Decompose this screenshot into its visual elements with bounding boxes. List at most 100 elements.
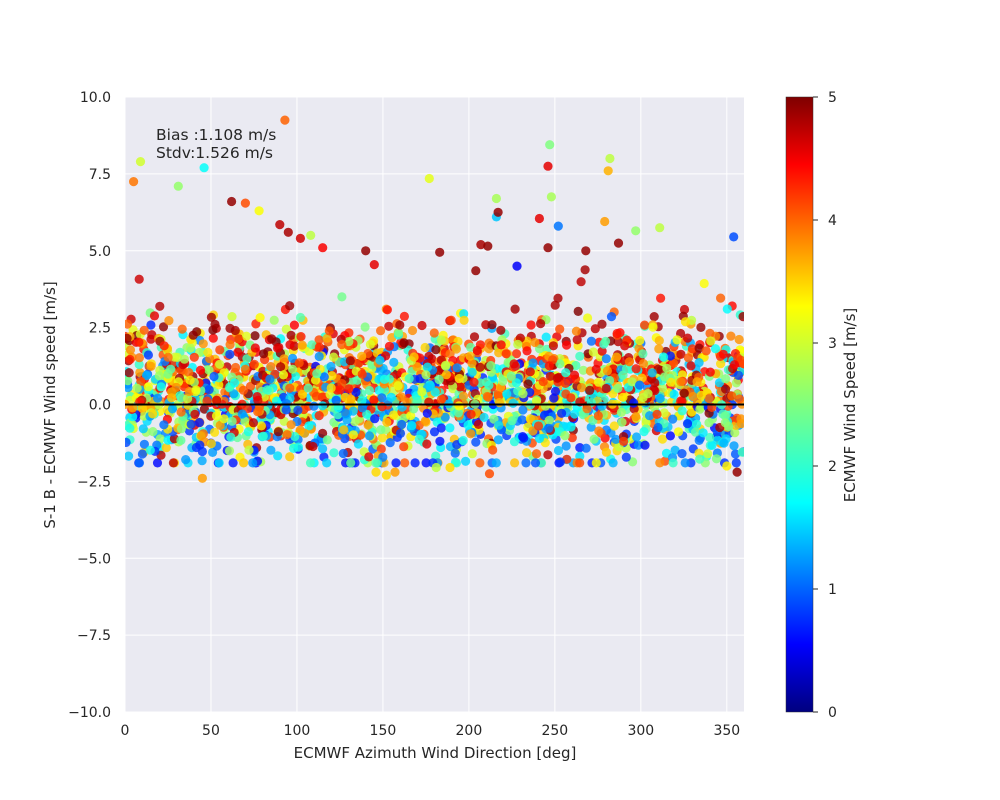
data-point [188,330,198,340]
data-point [613,383,623,393]
data-point [454,401,464,411]
data-point [386,392,396,402]
data-point [219,414,229,424]
data-point [394,327,404,338]
data-point [606,312,617,322]
data-point-outlier [435,247,445,257]
data-point-outlier [361,246,371,256]
data-point [618,392,628,402]
data-point-outlier [484,469,495,479]
data-point [286,330,296,340]
data-point [602,366,613,376]
data-point [288,353,298,363]
data-point [233,334,243,344]
data-point [676,349,686,359]
data-point [720,411,730,421]
data-point-outlier [553,221,563,231]
data-point [318,444,328,454]
data-point [496,325,506,335]
data-point [181,455,191,465]
data-point-outlier [295,233,305,243]
data-point [363,420,373,430]
data-point [467,358,477,368]
data-point [314,342,324,352]
data-point [285,301,295,311]
data-point [446,315,456,325]
data-point [518,389,528,399]
data-point [240,416,250,426]
data-point [404,374,414,384]
data-point [225,340,235,350]
data-point [544,415,554,425]
data-point [176,407,186,417]
data-point [329,352,339,362]
data-point [601,383,611,394]
data-point [134,359,144,370]
data-point-outlier [619,436,629,446]
data-point [183,394,193,404]
data-point [400,458,410,468]
data-point [137,449,147,459]
data-point [209,371,219,382]
data-point [466,429,476,439]
x-tick-label: 350 [713,723,740,739]
data-point [648,322,658,332]
data-point [357,403,367,413]
data-point [484,338,494,348]
data-point [701,346,711,356]
data-point [202,396,212,406]
data-point-outlier [600,216,610,227]
data-point [146,320,156,330]
data-point [722,304,732,314]
data-point [597,401,607,411]
data-point [624,357,635,367]
data-point-outlier [467,449,477,459]
data-point [256,421,266,431]
data-point [286,420,296,430]
colorbar-tick-label: 2 [828,459,837,475]
data-point-outlier [197,473,207,483]
data-point [429,427,440,437]
colorbar-tick-label: 4 [828,213,837,229]
data-point [653,422,663,433]
data-point [668,414,678,424]
data-point [132,383,142,393]
data-point [190,409,200,419]
data-point [466,409,476,419]
y-tick-label: −10.0 [68,705,111,721]
data-point [311,391,321,401]
data-point [692,419,702,429]
data-point [289,320,299,330]
data-point [566,393,576,403]
data-point [573,306,583,316]
data-point [576,277,586,287]
data-point [224,446,235,456]
data-point [458,435,468,446]
data-point [300,428,310,438]
data-point [125,333,132,343]
data-point [545,371,556,381]
scatter-points [125,115,744,483]
data-point [267,334,277,344]
data-point [376,425,386,435]
data-point [594,426,604,436]
data-point [197,456,207,466]
data-point [377,402,387,412]
data-point [668,458,678,468]
data-point [139,439,149,449]
data-point-outlier [471,266,481,276]
y-tick-label: 5.0 [89,244,111,260]
data-point [329,448,339,458]
data-point [242,354,252,364]
data-point [184,367,194,378]
data-point [297,389,308,399]
data-point [511,378,521,388]
data-point [199,404,209,414]
data-point [255,313,265,323]
data-point [294,358,304,368]
data-point [326,383,336,393]
data-point [473,419,484,429]
y-tick-label: 2.5 [89,321,111,337]
data-point [494,398,504,408]
data-point-outlier [534,213,545,224]
